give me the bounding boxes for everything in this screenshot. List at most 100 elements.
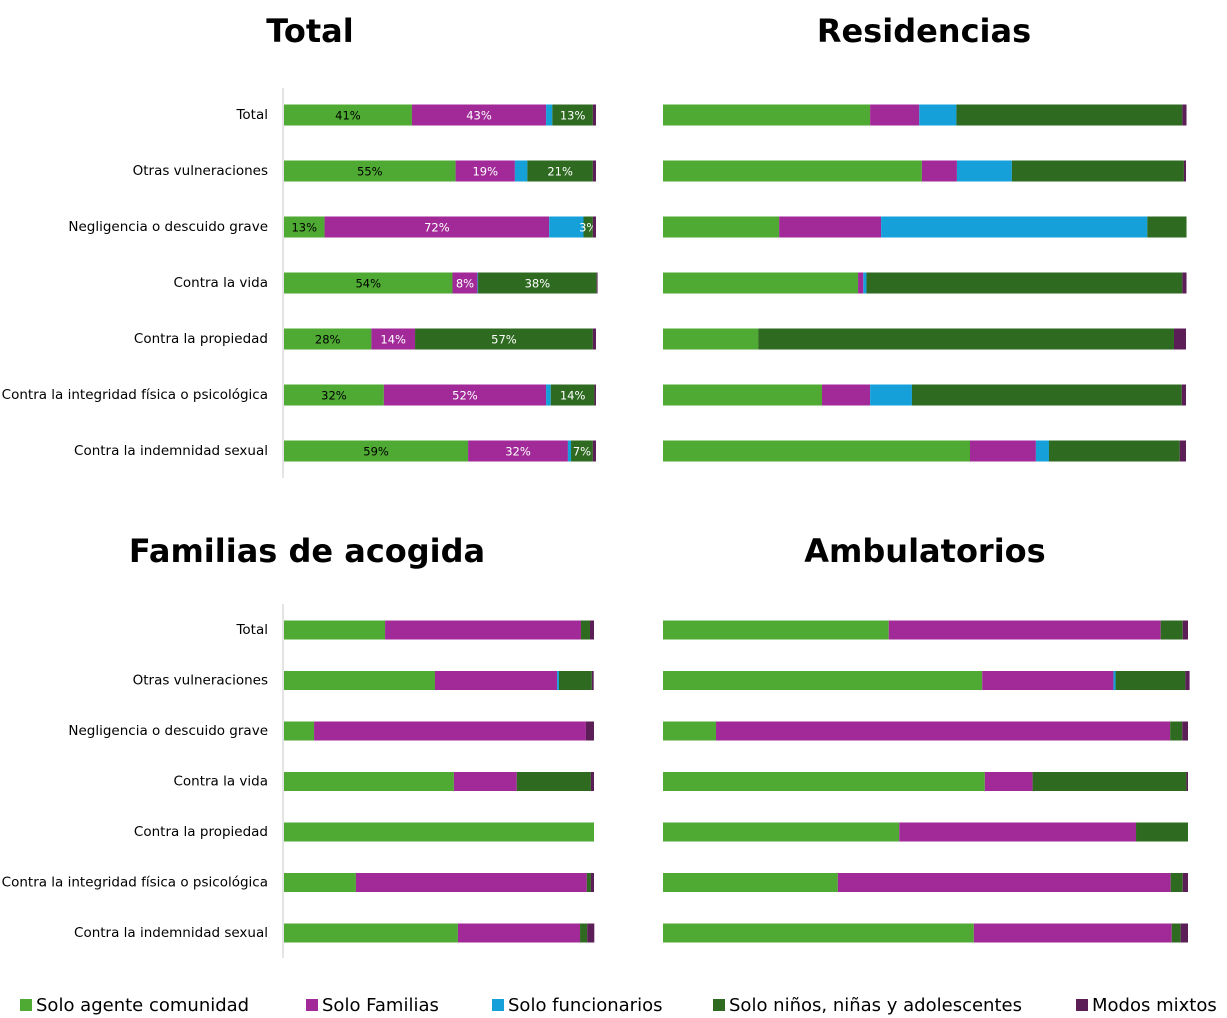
bar-segment xyxy=(468,440,568,462)
bar-segment xyxy=(663,328,759,350)
category-label: Contra la integridad física o psicológic… xyxy=(2,387,268,403)
data-label: 72% xyxy=(424,221,450,235)
bar-segment xyxy=(594,384,596,406)
data-label: 13% xyxy=(560,109,586,123)
category-label: Contra la vida xyxy=(173,774,268,790)
bar-segment xyxy=(663,620,889,640)
bar-segment xyxy=(580,620,590,640)
legend-swatch xyxy=(713,999,725,1011)
bar-segment xyxy=(1035,440,1049,462)
bar-segment xyxy=(592,216,596,238)
bar-segment xyxy=(870,104,920,126)
bar-segment xyxy=(550,384,595,406)
bar-segment xyxy=(1186,772,1188,791)
bar-segment xyxy=(592,440,596,462)
bar-segment xyxy=(284,873,356,892)
bar-segment xyxy=(516,772,591,791)
bar-segment xyxy=(663,216,780,238)
data-label: 57% xyxy=(491,333,517,347)
bar-segment xyxy=(1179,440,1186,462)
bar-segment xyxy=(558,671,592,690)
category-label: Total xyxy=(235,622,268,638)
bar-segment xyxy=(567,440,572,462)
bar-segment xyxy=(956,104,1183,126)
bar-segment xyxy=(552,104,593,126)
category-label: Contra la vida xyxy=(173,275,268,291)
data-label: 54% xyxy=(355,277,381,291)
bar-segment xyxy=(585,721,594,741)
category-label: Otras vulneraciones xyxy=(133,673,268,689)
category-label: Contra la indemnidad sexual xyxy=(74,443,268,459)
data-label: 19% xyxy=(472,165,498,179)
bar-segment xyxy=(434,671,558,690)
bar-segment xyxy=(583,216,593,238)
bar-segment xyxy=(371,328,416,350)
bar-segment xyxy=(385,620,581,640)
bar-segment xyxy=(1147,216,1187,238)
bar-segment xyxy=(1182,620,1188,640)
bar-segment xyxy=(591,671,594,690)
bar-segment xyxy=(663,873,838,892)
bar-segment xyxy=(956,160,1012,182)
data-label: 38% xyxy=(525,277,551,291)
bar-segment xyxy=(586,873,591,892)
bar-segment xyxy=(284,104,412,126)
bar-segment xyxy=(571,440,593,462)
bar-segment xyxy=(1185,671,1190,690)
bar-segment xyxy=(284,721,315,741)
bar-segment xyxy=(881,216,1148,238)
legend-swatch xyxy=(306,999,318,1011)
bar-segment xyxy=(457,923,581,943)
bar-segment xyxy=(663,772,985,791)
bar-segment xyxy=(453,772,517,791)
bar-segment xyxy=(1115,671,1186,690)
bar-segment xyxy=(546,104,553,126)
bar-segment xyxy=(1182,721,1188,741)
bar-segment xyxy=(592,160,596,182)
data-label: 7% xyxy=(573,445,591,459)
category-label: Otras vulneraciones xyxy=(133,163,268,179)
bar-segment xyxy=(1011,160,1184,182)
bar-segment xyxy=(284,620,386,640)
bar-segment xyxy=(1181,384,1186,406)
legend-label: Modos mixtos xyxy=(1092,995,1217,1016)
bar-segment xyxy=(899,822,1137,842)
bar-segment xyxy=(314,721,586,741)
bar-segment xyxy=(663,822,900,842)
bar-segment xyxy=(592,328,596,350)
bar-segment xyxy=(1136,822,1188,842)
bar-segment xyxy=(284,772,454,791)
bar-segment xyxy=(716,721,1171,741)
bar-segment xyxy=(590,772,594,791)
chart-title: Ambulatorios xyxy=(804,532,1045,570)
bar-segment xyxy=(1180,923,1188,943)
bar-segment xyxy=(477,272,479,294)
data-label: 14% xyxy=(380,333,406,347)
bar-segment xyxy=(478,272,597,294)
legend-label: Solo funcionarios xyxy=(508,995,662,1016)
category-label: Contra la propiedad xyxy=(134,331,268,347)
bar-segment xyxy=(355,873,587,892)
bar-segment xyxy=(411,104,547,126)
category-label: Contra la propiedad xyxy=(134,824,268,840)
data-label: 13% xyxy=(291,221,317,235)
legend-label: Solo niños, niñas y adolescentes xyxy=(729,995,1022,1016)
bar-segment xyxy=(596,272,598,294)
bar-segment xyxy=(284,328,372,350)
bar-segment xyxy=(452,272,478,294)
bar-segment xyxy=(663,923,974,943)
category-label: Negligencia o descuido grave xyxy=(68,219,268,235)
data-label: 28% xyxy=(315,333,341,347)
bar-segment xyxy=(984,772,1033,791)
data-label: 14% xyxy=(560,389,586,403)
bar-segment xyxy=(1170,721,1183,741)
legend-swatch xyxy=(20,999,32,1011)
data-label: 32% xyxy=(505,445,531,459)
chart-title: Total xyxy=(266,12,353,50)
bar-segment xyxy=(527,160,593,182)
bar-segment xyxy=(663,160,922,182)
bar-segment xyxy=(455,160,515,182)
bar-segment xyxy=(284,923,458,943)
bar-segment xyxy=(546,384,551,406)
legend-swatch xyxy=(492,999,504,1011)
